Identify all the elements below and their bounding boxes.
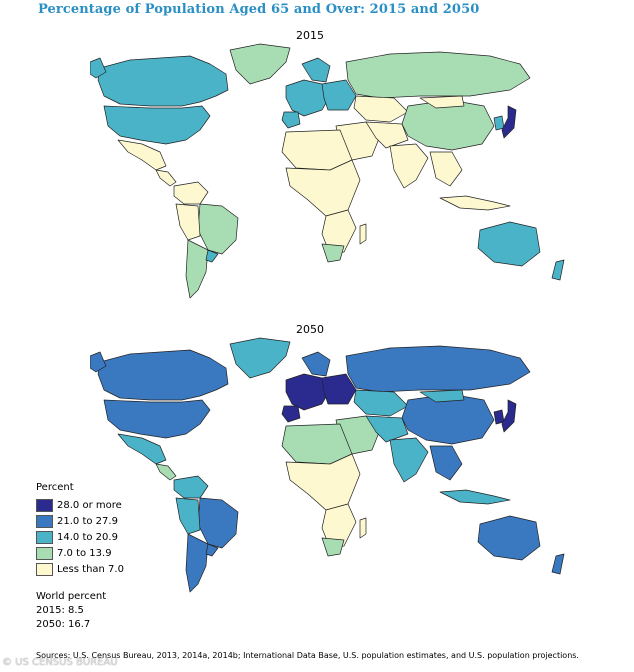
south-africa: [321, 537, 345, 557]
australia: [477, 221, 541, 267]
south-africa: [321, 243, 345, 263]
world-percent-2050: 2050: 16.7: [36, 619, 91, 630]
scandinavia: [301, 351, 331, 377]
central-america: [155, 169, 177, 187]
uruguay: [205, 543, 219, 557]
southern-africa: [321, 503, 357, 549]
world-percent-heading: World percent: [36, 591, 107, 602]
india: [389, 437, 429, 483]
uruguay: [205, 249, 219, 263]
indonesia: [439, 489, 511, 505]
legend-swatch: [36, 514, 53, 528]
argentina-chile: [185, 239, 209, 299]
iberia: [281, 405, 301, 423]
canada: [97, 349, 229, 401]
mexico: [117, 433, 167, 465]
legend-label: Less than 7.0: [57, 563, 124, 575]
iberia: [281, 111, 301, 129]
world-percent-2015: 2015: 8.5: [36, 605, 84, 616]
legend-label: 21.0 to 27.9: [57, 515, 118, 527]
north-africa: [281, 129, 353, 171]
map-2050-label: 2050: [296, 323, 324, 336]
peru-bolivia: [175, 497, 201, 535]
legend-swatch: [36, 546, 53, 560]
world-map-2050: [90, 337, 565, 593]
world-percent: World percent 2015: 8.5 2050: 16.7: [36, 590, 106, 632]
new-zealand: [551, 553, 565, 575]
kazakhstan: [353, 95, 409, 123]
legend-heading: Percent: [36, 482, 74, 493]
iran-afghanistan: [365, 121, 409, 149]
mongolia: [419, 389, 465, 403]
mongolia: [419, 95, 465, 109]
legend-swatch: [36, 562, 53, 576]
japan: [501, 399, 517, 433]
legend-item: Less than 7.0: [36, 561, 156, 577]
southern-africa: [321, 209, 357, 255]
western-europe: [285, 79, 331, 117]
photo-credit: © US CENSUS BUREAU: [2, 657, 118, 668]
greenland: [229, 43, 291, 85]
iran-afghanistan: [365, 415, 409, 443]
new-zealand: [551, 259, 565, 281]
madagascar: [359, 517, 367, 539]
japan: [501, 105, 517, 139]
eastern-europe: [321, 79, 357, 111]
legend-label: 7.0 to 13.9: [57, 547, 112, 559]
north-africa: [281, 423, 353, 465]
legend-swatch: [36, 530, 53, 544]
mexico: [117, 139, 167, 171]
usa: [103, 105, 211, 145]
alaska: [90, 351, 107, 373]
madagascar: [359, 223, 367, 245]
brazil: [197, 497, 239, 549]
russia: [345, 345, 531, 393]
alaska: [90, 57, 107, 79]
peru-bolivia: [175, 203, 201, 241]
australia: [477, 515, 541, 561]
map-legend: Percent 28.0 or more 21.0 to 27.9 14.0 t…: [36, 482, 156, 577]
figure-title: Percentage of Population Aged 65 and Ove…: [38, 2, 480, 17]
argentina-chile: [185, 533, 209, 593]
legend-item: 14.0 to 20.9: [36, 529, 156, 545]
legend-label: 14.0 to 20.9: [57, 531, 118, 543]
eastern-europe: [321, 373, 357, 405]
map-2015-label: 2015: [296, 29, 324, 42]
central-america: [155, 463, 177, 481]
legend-label: 28.0 or more: [57, 499, 122, 511]
indonesia: [439, 195, 511, 211]
southeast-asia: [429, 445, 463, 481]
world-map-2015: [90, 43, 565, 299]
russia: [345, 51, 531, 99]
china: [401, 393, 495, 445]
china: [401, 99, 495, 151]
legend-item: 28.0 or more: [36, 497, 156, 513]
kazakhstan: [353, 389, 409, 417]
legend-item: 7.0 to 13.9: [36, 545, 156, 561]
usa: [103, 399, 211, 439]
sources-note: Sources: U.S. Census Bureau, 2013, 2014a…: [36, 651, 579, 660]
scandinavia: [301, 57, 331, 83]
legend-item: 21.0 to 27.9: [36, 513, 156, 529]
legend-swatch: [36, 498, 53, 512]
canada: [97, 55, 229, 107]
greenland: [229, 337, 291, 379]
korea: [493, 115, 505, 131]
korea: [493, 409, 505, 425]
brazil: [197, 203, 239, 255]
india: [389, 143, 429, 189]
colombia-venezuela: [173, 181, 209, 205]
western-europe: [285, 373, 331, 411]
colombia-venezuela: [173, 475, 209, 499]
southeast-asia: [429, 151, 463, 187]
